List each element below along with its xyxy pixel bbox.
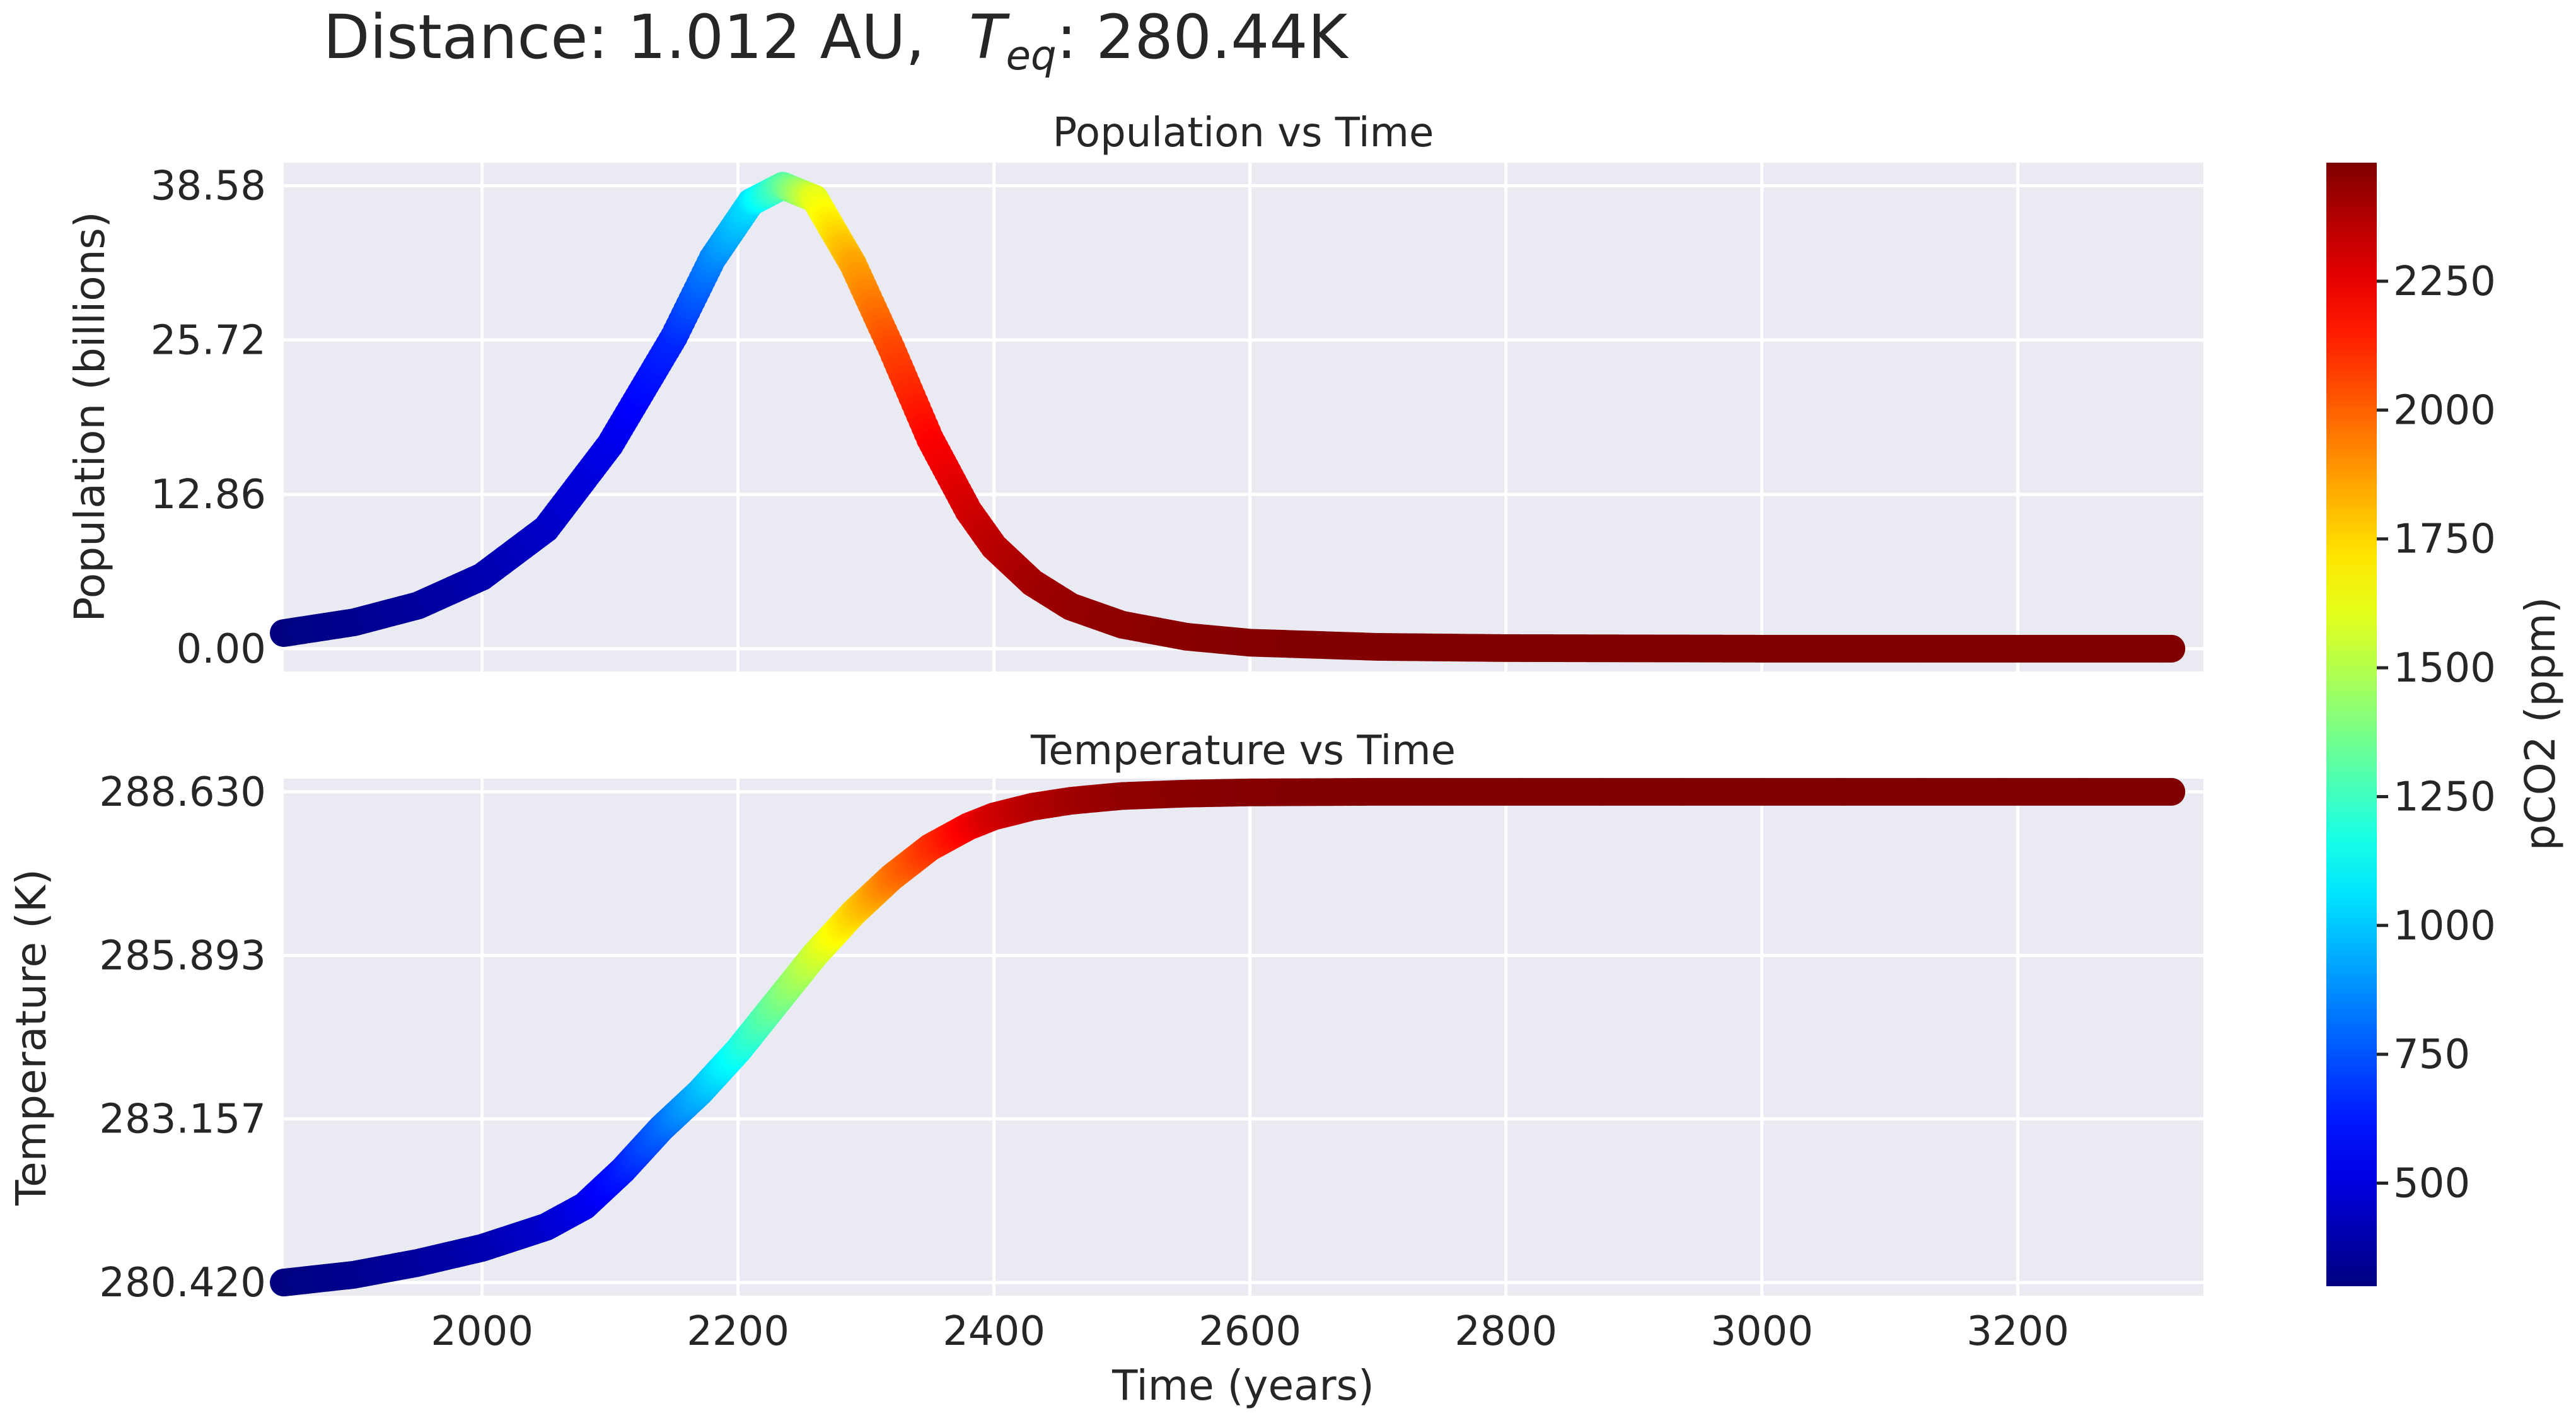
data-point <box>2157 634 2186 663</box>
x-axis-label: Time (years) <box>1111 1361 1374 1410</box>
population-chart-title: Population vs Time <box>1053 110 1434 156</box>
x-tick-label: 2000 <box>431 1308 533 1355</box>
temperature-yticks: 280.420 283.157 285.893 288.630 <box>99 769 266 1306</box>
y-tick-label: 0.00 <box>177 626 267 673</box>
x-tick-label: 2800 <box>1454 1308 1557 1355</box>
title-sub: eq <box>1006 33 1057 79</box>
colorbar-label: pCO2 (ppm) <box>2516 597 2565 851</box>
temperature-xticks: 2000 2200 2400 2600 2800 3000 3200 <box>431 1308 2069 1355</box>
y-tick-label: 285.893 <box>99 933 266 979</box>
x-tick-label: 2600 <box>1198 1308 1301 1355</box>
x-tick-label: 3200 <box>1966 1308 2069 1355</box>
y-tick-label: 280.420 <box>99 1260 266 1306</box>
colorbar-tick-label: 1500 <box>2393 645 2496 692</box>
colorbar-gradient <box>2326 163 2377 1286</box>
x-tick-label: 2400 <box>943 1308 1045 1355</box>
colorbar: 500 750 1000 1250 1500 1750 2000 2250 pCO2 (ppm… <box>2326 163 2565 1286</box>
title-var: T <box>969 2 1010 73</box>
population-series <box>270 171 2186 663</box>
population-plot-area <box>284 163 2203 671</box>
population-yticks: 0.00 12.86 25.72 38.58 <box>151 163 266 673</box>
title-suffix: : 280.44K <box>1057 2 1349 73</box>
title-prefix: Distance: 1.012 AU, <box>323 2 925 73</box>
colorbar-ticks: 500 750 1000 1250 1500 1750 2000 2250 <box>2377 259 2496 1207</box>
colorbar-tick-label: 500 <box>2393 1161 2470 1207</box>
figure-title: Distance: 1.012 AU, Teq: 280.44K <box>323 2 1349 79</box>
population-panel: 0.00 12.86 25.72 38.58 Population vs Time P… <box>66 110 2203 673</box>
y-tick-label: 38.58 <box>151 163 266 210</box>
colorbar-tick-label: 2250 <box>2393 259 2496 305</box>
y-tick-label: 12.86 <box>151 472 266 518</box>
y-tick-label: 288.630 <box>99 769 266 816</box>
x-tick-label: 2200 <box>687 1308 789 1355</box>
y-tick-label: 283.157 <box>99 1096 266 1143</box>
colorbar-tick-label: 1750 <box>2393 516 2496 563</box>
temperature-series <box>270 777 2186 1297</box>
population-ylabel: Population (billions) <box>66 211 114 622</box>
colorbar-tick-label: 750 <box>2393 1032 2470 1078</box>
data-point <box>2157 777 2186 806</box>
temperature-ylabel: Temperature (K) <box>7 869 55 1206</box>
y-tick-label: 25.72 <box>151 317 266 364</box>
colorbar-tick-label: 1250 <box>2393 774 2496 820</box>
temperature-panel: 2000 2200 2400 2600 2800 3000 3200 280.420 283.… <box>7 728 2203 1355</box>
temperature-plot-area <box>284 779 2203 1296</box>
colorbar-tick-label: 1000 <box>2393 903 2496 950</box>
colorbar-tick-label: 2000 <box>2393 387 2496 434</box>
temperature-chart-title: Temperature vs Time <box>1030 728 1456 774</box>
x-tick-label: 3000 <box>1710 1308 1813 1355</box>
population-grid <box>284 163 2203 671</box>
